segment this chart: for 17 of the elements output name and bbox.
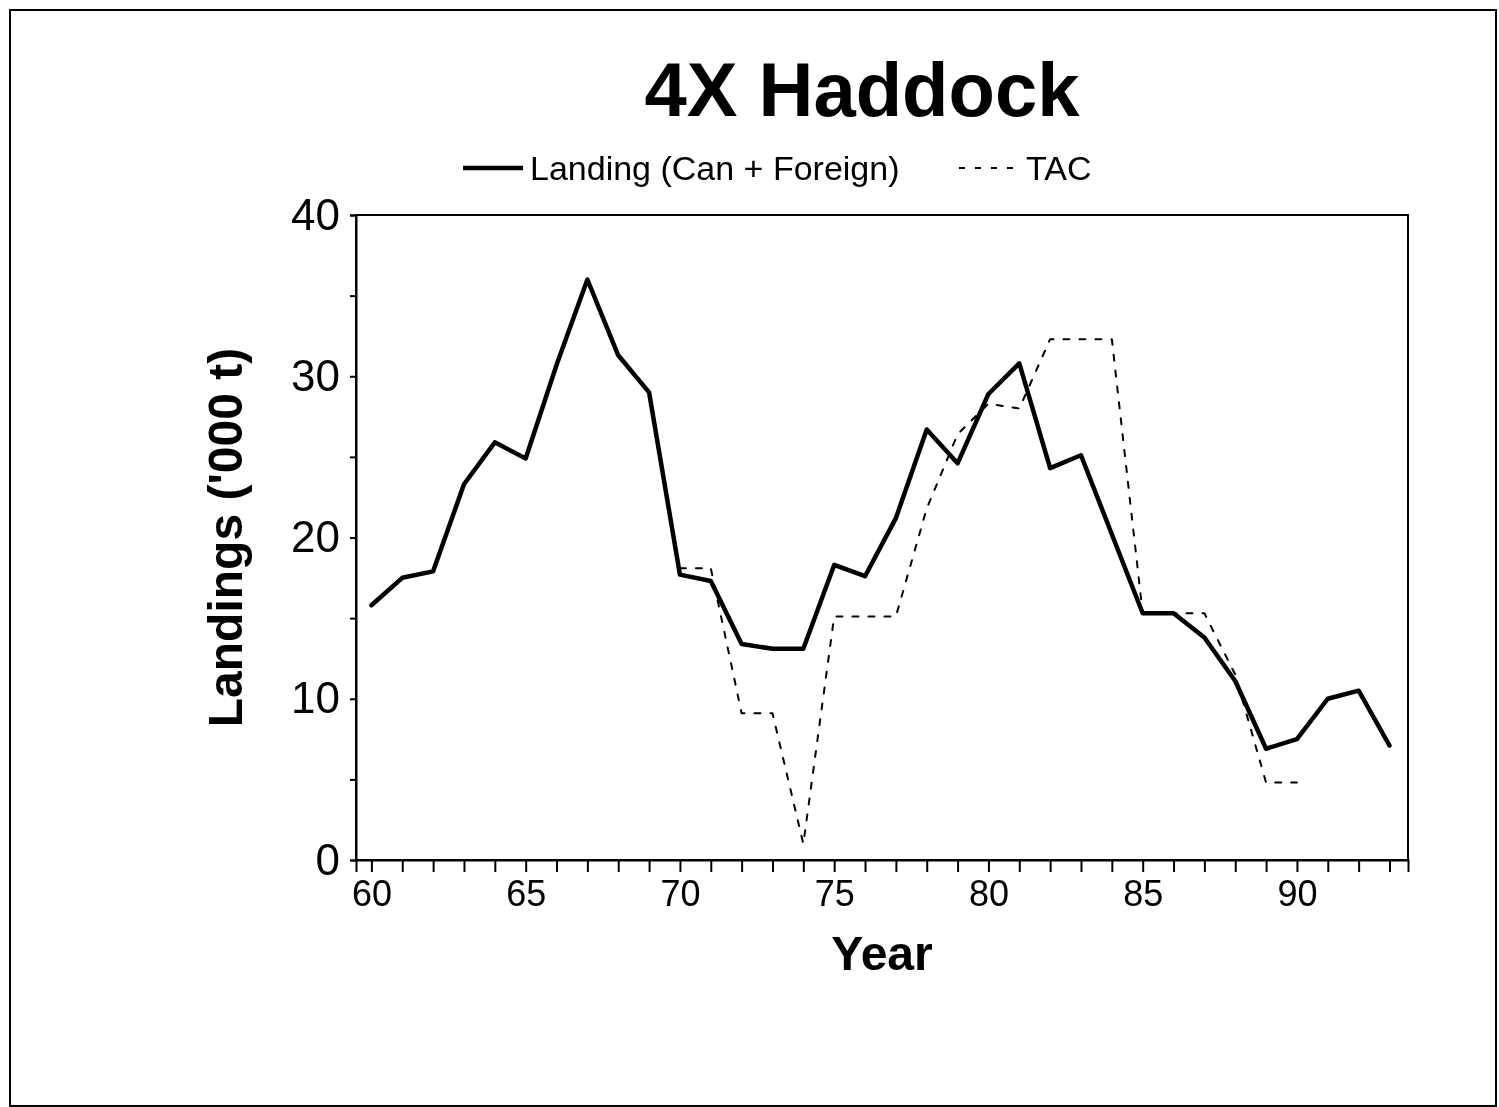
y-tick-label: 10: [291, 673, 340, 723]
y-tick-label: 20: [291, 512, 340, 562]
y-tick-label: 0: [315, 834, 340, 884]
x-tick-label: 70: [660, 872, 701, 914]
x-axis-title: Year: [831, 927, 933, 980]
x-tick-label: 75: [814, 872, 855, 914]
y-tick-label: 30: [291, 350, 340, 400]
x-tick-label: 65: [506, 872, 547, 914]
legend-label: Landing (Can + Foreign): [530, 149, 900, 187]
y-axis-title: Landings ('000 t): [199, 347, 252, 728]
legend-label: TAC: [1026, 149, 1092, 187]
x-tick-label: 60: [351, 872, 392, 914]
x-tick-label: 80: [968, 872, 1009, 914]
x-tick-label: 90: [1277, 872, 1318, 914]
y-tick-label: 40: [291, 189, 340, 239]
chart-title: 4X Haddock: [644, 47, 1081, 132]
x-tick-label: 85: [1123, 872, 1164, 914]
